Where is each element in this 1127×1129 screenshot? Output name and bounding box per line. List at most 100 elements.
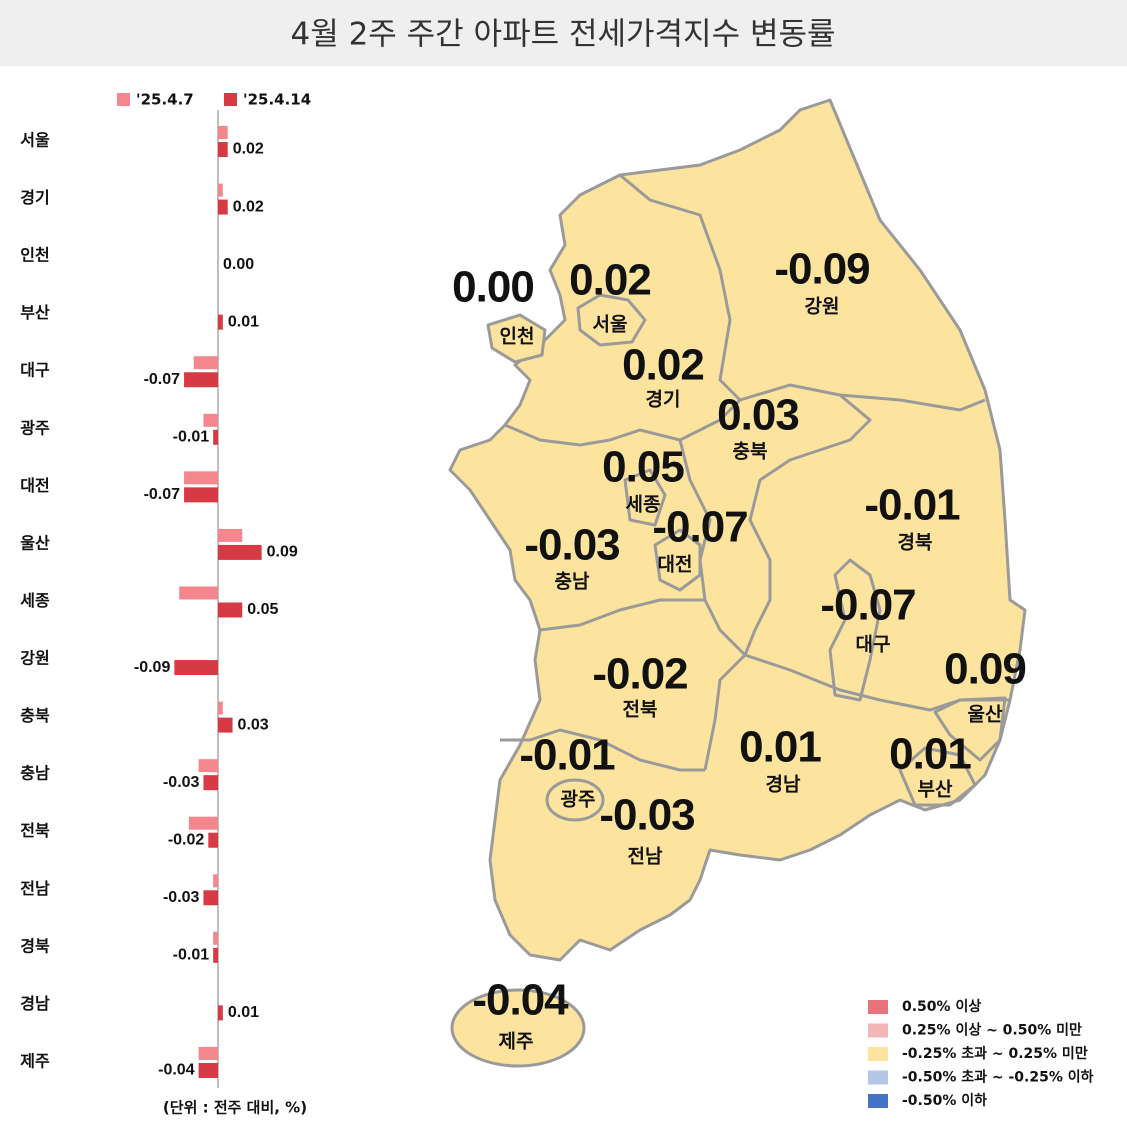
map-value: 0.00 [452, 263, 534, 312]
seoul-border [576, 293, 647, 347]
jeju [450, 988, 586, 1068]
bar [218, 1005, 223, 1021]
y-tick-label: 제주 [20, 1051, 50, 1070]
bar [184, 471, 218, 485]
y-tick-label: 전북 [20, 821, 50, 840]
gwangju-border [545, 778, 605, 822]
data-label: -0.03 [163, 774, 200, 791]
border [743, 393, 872, 656]
map-region-name: 충남 [555, 571, 590, 593]
y-tick-label: 경북 [20, 936, 50, 955]
bar [198, 759, 218, 773]
bar [218, 528, 243, 542]
bar [184, 487, 218, 503]
ulsan-border [933, 696, 1007, 762]
mainland [448, 98, 1027, 962]
bar [213, 931, 218, 945]
map-region-name: 경기 [646, 389, 681, 411]
bar [218, 199, 228, 215]
border [504, 398, 742, 447]
map-legend-swatch [868, 1023, 888, 1038]
chart-title: 4월 2주 주간 아파트 전세가격지수 변동률 [290, 17, 835, 53]
map-legend-label: 0.25% 이상 ~ 0.50% 미만 [902, 1022, 1082, 1039]
bar [193, 356, 218, 370]
bar [184, 372, 218, 388]
bar [218, 701, 223, 715]
map-region-name: 인천 [500, 326, 535, 348]
y-tick-label: 대전 [20, 476, 49, 495]
y-tick-label: 충남 [20, 764, 50, 783]
y-tick-label: 충북 [20, 706, 50, 725]
bar [218, 717, 233, 733]
y-tick-label: 세종 [20, 591, 50, 610]
data-label: -0.02 [168, 831, 205, 848]
data-label: -0.04 [158, 1062, 195, 1079]
data-label: 0.02 [233, 141, 264, 158]
bar [179, 586, 218, 600]
data-label: 0.03 [238, 716, 269, 733]
data-label: -0.01 [173, 947, 210, 964]
map-region-name: 서울 [593, 314, 628, 336]
daejeon-border [653, 528, 702, 592]
border [703, 653, 747, 771]
map-value: -0.01 [864, 481, 960, 530]
y-tick-label: 울산 [20, 533, 50, 552]
bar [208, 832, 218, 848]
sejong-border [623, 468, 667, 527]
data-label: -0.09 [134, 659, 171, 676]
data-label: -0.03 [163, 889, 200, 906]
map-region-name: 대전 [658, 554, 693, 576]
map-region-name: 경북 [898, 532, 933, 554]
data-label: 0.01 [228, 313, 259, 330]
map-value: -0.02 [592, 650, 687, 699]
bar [218, 183, 223, 197]
map-legend-label: -0.50% 이하 [902, 1092, 987, 1109]
data-label: 0.05 [247, 601, 278, 618]
map-legend-swatch [868, 1094, 888, 1108]
map-region-name: 대구 [856, 634, 891, 656]
map-value: 0.09 [944, 645, 1026, 694]
map-value: -0.01 [519, 731, 615, 780]
daegu-border [828, 558, 882, 702]
map-value: -0.07 [820, 581, 915, 630]
border [539, 598, 705, 632]
y-tick-label: 경기 [20, 188, 49, 207]
y-tick-label: 인천 [20, 246, 49, 265]
map-legend-swatch [868, 1000, 888, 1014]
map-region-name: 부산 [918, 779, 953, 801]
map-value: 0.01 [889, 730, 971, 779]
map-region-name: 광주 [561, 789, 596, 811]
map-legend-label: 0.50% 이상 [902, 998, 981, 1015]
bar [174, 660, 218, 676]
map-value: 0.05 [602, 443, 684, 492]
map-value: 0.01 [739, 723, 821, 772]
map-value: 0.03 [717, 391, 799, 440]
map-region-name: 충북 [733, 441, 768, 463]
map-region-name: 전북 [623, 699, 658, 721]
map-value: 0.02 [622, 341, 704, 390]
map-value: 0.02 [569, 256, 651, 305]
map-legend-swatch [868, 1047, 888, 1061]
map-legend-swatch [868, 1070, 888, 1085]
map-value: -0.03 [599, 791, 694, 840]
data-label: -0.01 [173, 429, 210, 446]
data-label: 0.09 [267, 544, 298, 561]
y-tick-label: 광주 [20, 418, 50, 437]
bar [218, 314, 223, 330]
data-label: 0.02 [233, 198, 264, 215]
bar [213, 947, 218, 963]
bar [198, 1046, 218, 1060]
bar [203, 890, 218, 906]
map-value: -0.03 [524, 521, 619, 570]
bar [198, 1062, 218, 1078]
bar [213, 874, 218, 888]
bar [213, 429, 218, 445]
busan-border [898, 746, 977, 807]
y-tick-label: 대구 [20, 361, 50, 380]
legend-swatch [224, 93, 237, 106]
y-tick-label: 서울 [20, 131, 50, 150]
legend-swatch [117, 93, 130, 106]
legend-label: '25.4.7 [136, 91, 194, 109]
